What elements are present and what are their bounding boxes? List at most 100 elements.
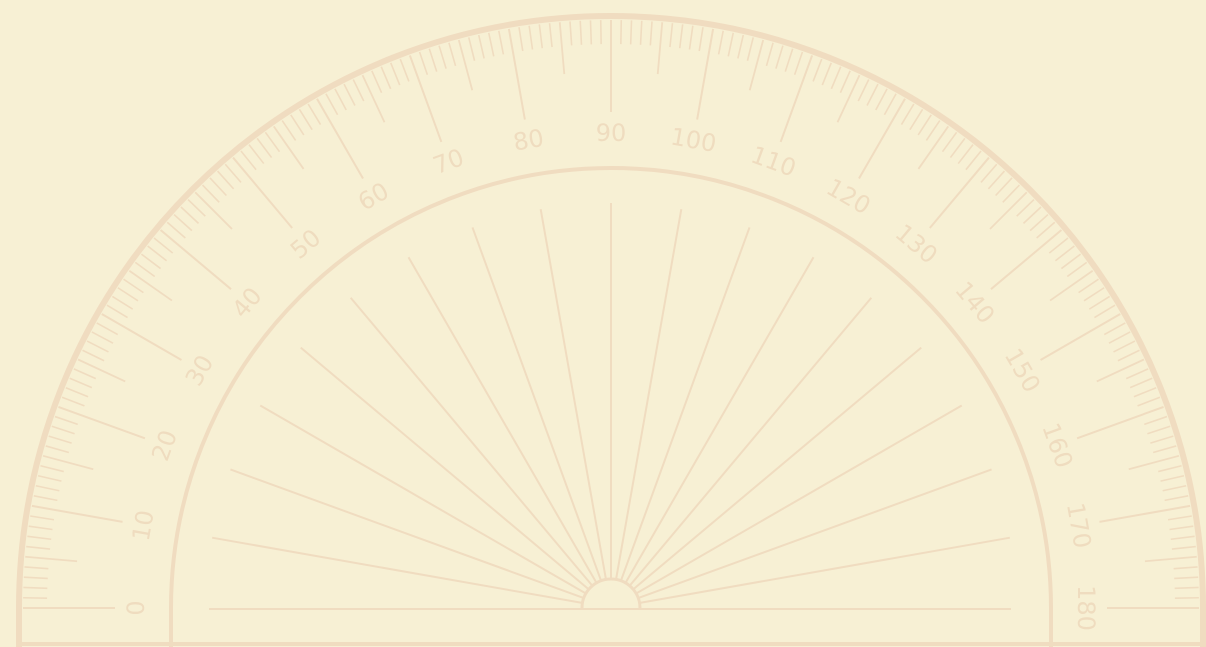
tick-mark [1174, 586, 1199, 590]
angle-ray [407, 256, 597, 583]
tick-mark [1088, 295, 1111, 310]
degree-ticks [23, 20, 1199, 609]
tick-mark [629, 20, 633, 45]
tick-mark [990, 229, 1063, 290]
tick-mark [1036, 221, 1056, 239]
tick-mark [678, 24, 684, 49]
tick-mark [290, 114, 305, 136]
tick-mark [428, 48, 438, 72]
tick-mark [140, 253, 162, 270]
tick-mark [875, 88, 888, 111]
tick-mark [316, 98, 364, 179]
angle-ray [230, 468, 584, 599]
tick-mark [696, 28, 715, 120]
degree-label: 10 [127, 508, 160, 543]
tick-mark [528, 25, 534, 50]
tick-mark [73, 368, 97, 380]
tick-mark [717, 30, 724, 55]
degree-label: 170 [1061, 501, 1097, 551]
tick-mark [1029, 213, 1049, 232]
center-hub [580, 577, 642, 609]
tick-mark [352, 79, 365, 102]
tick-mark [281, 120, 297, 141]
tick-mark [1160, 474, 1185, 482]
tick-mark [1060, 253, 1082, 270]
tick-mark [538, 24, 544, 49]
tick-mark [866, 83, 879, 106]
tick-mark [51, 425, 75, 435]
tick-mark [1108, 331, 1131, 344]
tick-mark [639, 20, 643, 45]
angle-ray [640, 536, 1011, 604]
tick-mark [389, 62, 401, 86]
tick-mark [477, 34, 485, 59]
tick-mark [1133, 386, 1157, 398]
tick-mark [746, 37, 755, 61]
tick-mark [54, 415, 78, 426]
tick-mark [1167, 515, 1192, 521]
angle-ray [620, 227, 751, 581]
tick-mark [1002, 184, 1021, 203]
tick-mark [1164, 495, 1189, 502]
degree-label: 100 [668, 122, 718, 158]
tick-mark [91, 331, 114, 344]
tick-mark [498, 30, 505, 55]
tick-mark [307, 103, 322, 125]
tick-mark [448, 42, 457, 67]
degree-label: 180 [1072, 585, 1100, 631]
tick-mark [147, 245, 168, 262]
tick-mark [194, 191, 233, 230]
tick-mark [793, 51, 804, 75]
tick-mark [688, 25, 694, 50]
tick-mark [28, 525, 53, 531]
tick-mark [917, 114, 932, 136]
tick-mark [232, 156, 293, 229]
tick-mark [24, 566, 49, 570]
tick-mark [784, 48, 794, 72]
tick-mark [467, 37, 476, 61]
tick-mark [812, 58, 823, 82]
tick-mark [737, 34, 745, 59]
tick-mark [830, 66, 842, 90]
tick-mark [272, 125, 305, 170]
tick-mark [1094, 304, 1116, 319]
tick-mark [1137, 396, 1161, 407]
degree-label: 150 [999, 344, 1046, 398]
tick-mark [380, 66, 392, 90]
tick-mark [408, 55, 443, 143]
tick-mark [957, 144, 974, 165]
angle-ray [633, 346, 922, 590]
tick-mark [166, 221, 186, 239]
tick-mark [325, 93, 339, 116]
angle-rays [211, 203, 1011, 604]
tick-mark [26, 545, 51, 550]
tick-mark [438, 45, 447, 69]
tick-mark [698, 27, 704, 52]
angle-ray [615, 208, 683, 579]
tick-mark [1162, 484, 1187, 492]
tick-mark [123, 278, 144, 294]
tick-mark [858, 98, 906, 179]
tick-mark [1144, 555, 1197, 563]
tick-mark [1049, 269, 1094, 302]
degree-label: 40 [227, 282, 268, 323]
tick-mark [775, 45, 784, 69]
tick-mark [1152, 445, 1177, 454]
tick-mark [1117, 349, 1140, 362]
angle-ray [636, 404, 963, 594]
tick-mark [128, 269, 173, 302]
tick-mark [256, 137, 273, 159]
tick-mark [25, 555, 78, 563]
tick-mark [23, 576, 48, 580]
angle-ray [629, 297, 873, 586]
tick-mark [42, 454, 94, 471]
tick-mark [980, 163, 998, 183]
tick-mark [839, 70, 851, 94]
degree-label: 90 [596, 119, 627, 147]
tick-mark [965, 150, 982, 171]
tick-mark [1150, 435, 1174, 444]
tick-mark [61, 396, 85, 407]
tick-mark [821, 62, 833, 86]
tick-mark [418, 51, 429, 75]
tick-mark [48, 435, 72, 444]
